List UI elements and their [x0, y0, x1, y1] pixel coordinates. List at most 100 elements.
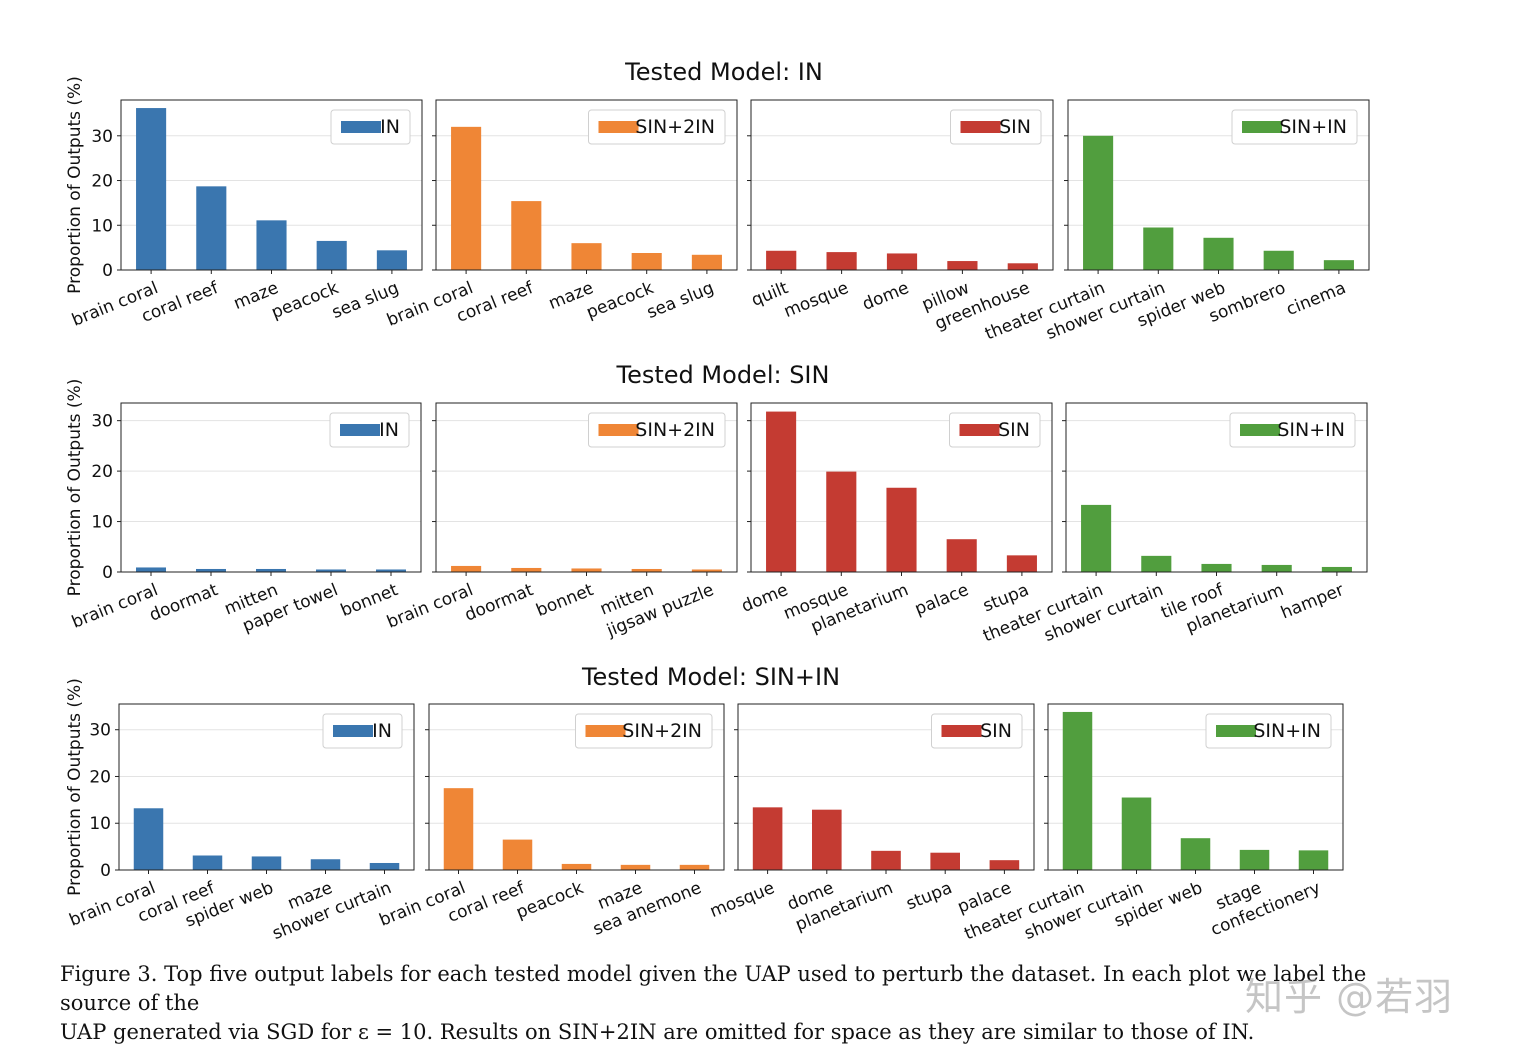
y-tick-label: 30: [89, 721, 111, 741]
bar: [691, 569, 722, 572]
panel-frame: [435, 99, 738, 271]
legend-swatch: [1216, 725, 1256, 737]
y-tick-label: 0: [102, 261, 113, 281]
bar: [133, 808, 164, 870]
x-tick-label: peacock: [269, 278, 342, 323]
bar: [1263, 250, 1294, 270]
chart-title: Tested Model: SIN+IN: [581, 663, 840, 691]
bar: [571, 243, 602, 270]
y-tick-label: 20: [89, 767, 111, 787]
chart-title: Tested Model: IN: [624, 58, 823, 86]
caption-line-2: UAP generated via SGD for ε = 10. Result…: [60, 1020, 1255, 1044]
legend: SIN+IN: [1231, 109, 1358, 145]
panel-frame: [737, 703, 1035, 871]
watermark: 知乎 @若羽: [1245, 975, 1454, 1019]
chart-row-2: Tested Model: SIN+IN Proportion of Output…: [65, 663, 1344, 944]
panel-frame: [120, 99, 423, 271]
bar: [631, 253, 662, 270]
legend-box: [588, 412, 726, 448]
x-tick-label: bonnet: [533, 580, 596, 621]
bar: [1083, 135, 1114, 270]
legend-box: [1231, 109, 1358, 145]
legend-box: [1205, 713, 1332, 749]
x-tick-label: doormat: [462, 580, 536, 626]
x-tick-label: peacock: [584, 278, 657, 323]
chart-title: Tested Model: SIN: [616, 361, 830, 389]
bar: [316, 240, 347, 270]
legend-swatch: [598, 121, 639, 133]
legend: SIN: [931, 713, 1023, 749]
bar: [886, 487, 917, 572]
y-axis-label: Proportion of Outputs (%): [65, 379, 85, 597]
bar: [376, 250, 407, 270]
x-tick-label: mosque: [781, 278, 851, 322]
legend-swatch: [960, 121, 1001, 133]
legend-swatch: [341, 121, 381, 133]
bar: [256, 220, 287, 270]
bar: [631, 568, 662, 572]
x-tick-label: mosque: [707, 878, 777, 922]
legend-swatch: [333, 725, 373, 737]
bar: [1239, 849, 1270, 870]
bar: [1321, 566, 1352, 572]
bar: [1323, 260, 1354, 270]
bar: [679, 864, 710, 870]
legend: SIN+2IN: [588, 412, 726, 448]
bar: [136, 108, 167, 270]
x-tick-label: shower curtain: [270, 878, 395, 944]
legend: IN: [322, 713, 403, 749]
x-tick-label: stupa: [904, 878, 956, 914]
bar: [451, 126, 482, 270]
bar: [1203, 237, 1234, 270]
chart-row-0: Tested Model: IN Proportion of Outputs (%…: [65, 58, 1370, 344]
legend-label: SIN+2IN: [635, 116, 715, 138]
legend-swatch: [959, 424, 1000, 436]
bar: [136, 567, 166, 572]
y-tick-label: 10: [91, 513, 113, 533]
bar: [316, 569, 346, 572]
legend-label: SIN+2IN: [635, 419, 715, 441]
legend: SIN: [950, 109, 1042, 145]
bar: [1261, 564, 1292, 572]
bar: [1007, 263, 1038, 270]
bar: [196, 186, 227, 270]
y-tick-label: 20: [91, 462, 113, 482]
y-tick-label: 0: [102, 563, 113, 583]
bar: [871, 850, 901, 870]
bar: [886, 253, 918, 270]
panel-frame: [1067, 99, 1370, 271]
bar: [1180, 838, 1211, 870]
bar: [752, 807, 783, 870]
legend-label: SIN+2IN: [622, 720, 702, 742]
y-tick-label: 20: [91, 172, 113, 192]
y-tick-label: 30: [91, 412, 113, 432]
legend-label: SIN+IN: [1253, 720, 1321, 742]
legend-label: SIN: [998, 419, 1030, 441]
bar: [511, 567, 542, 572]
legend-label: SIN+IN: [1279, 116, 1347, 138]
legend-box: [588, 109, 726, 145]
x-tick-label: hamper: [1278, 580, 1347, 623]
legend-box: [1229, 412, 1356, 448]
panel-frame: [435, 402, 738, 573]
bar: [691, 254, 722, 270]
panel-frame: [750, 99, 1054, 271]
bar: [251, 856, 282, 870]
panel-frame: [120, 402, 422, 573]
bar: [1121, 797, 1152, 870]
legend-swatch: [1242, 121, 1282, 133]
bar: [256, 568, 286, 572]
y-tick-label: 0: [100, 861, 111, 881]
bar: [1143, 227, 1174, 270]
bar: [192, 855, 223, 870]
x-tick-label: dome: [860, 278, 912, 315]
bar: [1141, 555, 1172, 572]
bar: [947, 261, 978, 270]
